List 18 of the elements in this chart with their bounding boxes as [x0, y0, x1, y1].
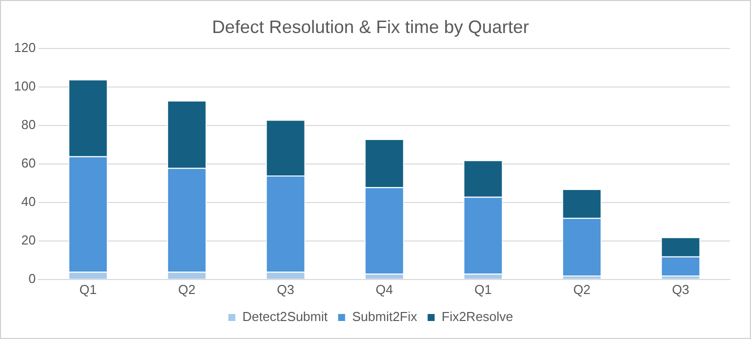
x-tick-label: Q1	[474, 282, 492, 297]
y-tick-label: 60	[21, 156, 36, 171]
y-tick-label: 80	[21, 117, 36, 132]
x-tick-label: Q3	[672, 282, 690, 297]
y-tick-label: 0	[28, 270, 36, 286]
x-tick-label: Q4	[376, 282, 394, 297]
y-tick-label: 100	[14, 78, 36, 94]
legend-label: Detect2Submit	[242, 309, 328, 324]
legend-label: Submit2Fix	[352, 309, 418, 324]
y-tick-label: 40	[21, 194, 36, 210]
x-tick-label: Q3	[276, 282, 294, 297]
legend-label: Fix2Resolve	[442, 309, 514, 324]
x-tick-label: Q2	[573, 282, 591, 297]
y-tick-label: 120	[14, 40, 36, 56]
x-tick-label: Q2	[178, 282, 196, 297]
chart-title: Defect Resolution & Fix time by Quarter	[212, 16, 530, 37]
x-tick-label: Q1	[79, 282, 97, 297]
y-tick-label: 20	[21, 232, 36, 248]
